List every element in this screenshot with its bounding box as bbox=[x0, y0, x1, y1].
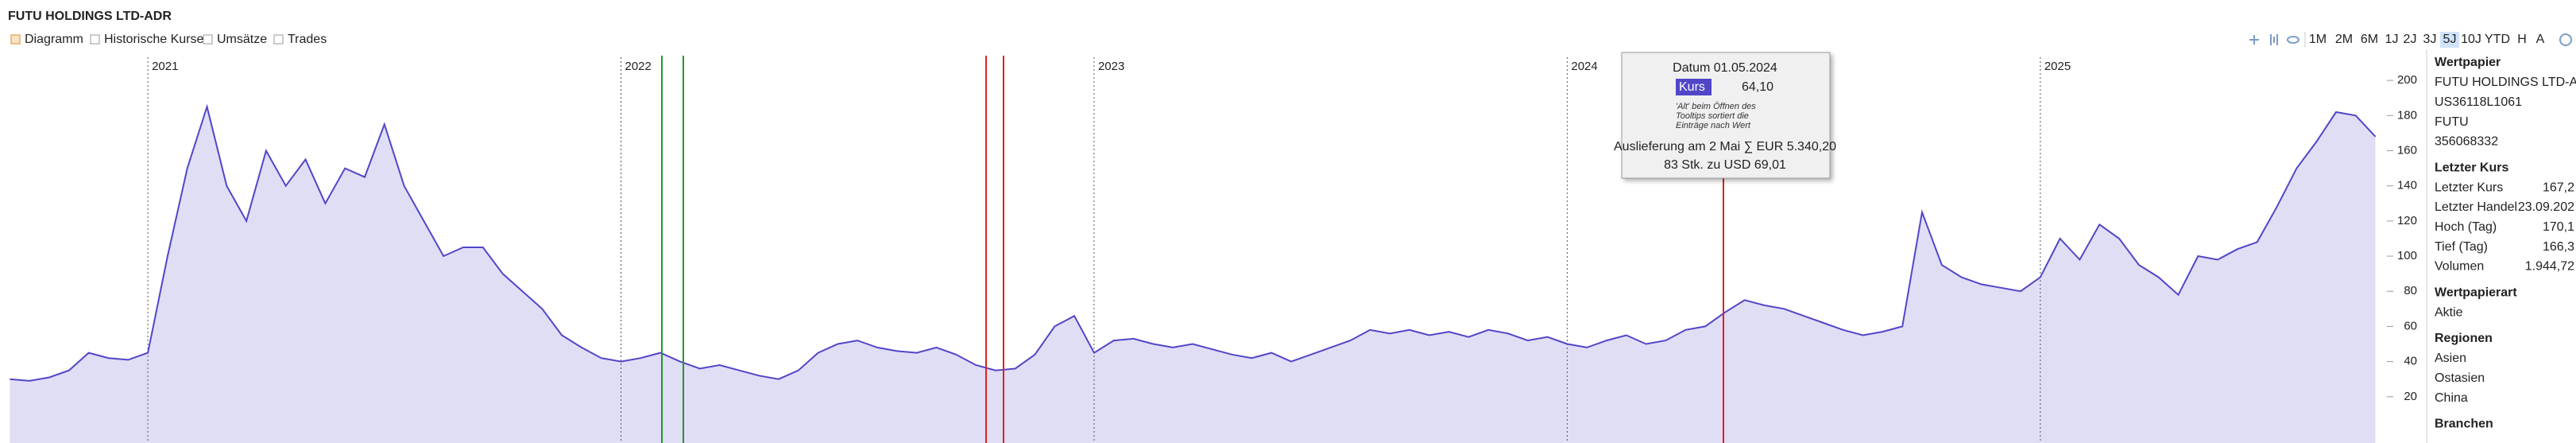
price-line bbox=[10, 103, 2377, 382]
y-tick-label: 180 bbox=[2397, 108, 2417, 122]
sidebar-heading: Wertpapierart bbox=[2435, 286, 2517, 299]
sidebar-item: Letzter Kurs bbox=[2435, 181, 2503, 194]
settings-icon[interactable] bbox=[2559, 33, 2572, 46]
sidebar-item: Tief (Tag) bbox=[2435, 240, 2488, 254]
y-tick-label: 160 bbox=[2397, 143, 2417, 157]
sidebar-value: 167,2 bbox=[2543, 181, 2574, 194]
range-button[interactable]: 6M bbox=[2361, 33, 2378, 46]
crosshair-icon[interactable] bbox=[2249, 35, 2259, 45]
sidebar-item: Letzter Handel bbox=[2435, 200, 2517, 214]
y-tick-label: 20 bbox=[2404, 390, 2417, 403]
tooltip-note: 'Alt' beim Öffnen des bbox=[1676, 102, 1756, 111]
y-tick-label: 100 bbox=[2397, 249, 2417, 262]
sidebar-value: 166,3 bbox=[2543, 240, 2574, 254]
tooltip-note: Einträge nach Wert bbox=[1676, 121, 1751, 130]
sidebar-heading: Branchen bbox=[2435, 418, 2493, 431]
tooltip-note: Tooltips sortiert die bbox=[1676, 111, 1749, 121]
range-button[interactable]: 2M bbox=[2335, 33, 2353, 46]
sidebar-item: Asien bbox=[2435, 352, 2466, 365]
sidebar-value: 170,1 bbox=[2543, 220, 2574, 234]
tooltip-series: Kurs bbox=[1679, 80, 1705, 94]
y-tick-label: 80 bbox=[2404, 284, 2417, 297]
x-tick-label: 2023 bbox=[1098, 60, 1124, 73]
tab-checkbox[interactable] bbox=[10, 34, 21, 45]
range-button[interactable]: 3J bbox=[2423, 33, 2437, 46]
tab-checkbox[interactable] bbox=[90, 34, 100, 45]
range-button[interactable]: 2J bbox=[2404, 33, 2417, 46]
tooltip-series-swatch bbox=[1676, 79, 1712, 95]
range-button[interactable]: 1J bbox=[2385, 33, 2399, 46]
sidebar-value: 1.944,72 bbox=[2525, 260, 2574, 274]
sidebar-item: FUTU HOLDINGS LTD-AD bbox=[2435, 76, 2576, 89]
x-tick-label: 2021 bbox=[152, 60, 178, 73]
eye-icon[interactable] bbox=[2287, 36, 2299, 44]
x-tick-label: 2022 bbox=[625, 60, 652, 73]
range-active bbox=[2440, 32, 2459, 48]
toolbar-icons bbox=[2249, 33, 2572, 46]
tooltip-shares: 83 Stk. zu USD 69,01 bbox=[1664, 158, 1786, 172]
y-tick-label: 200 bbox=[2397, 73, 2417, 87]
sidebar-value: 23.09.202 bbox=[2518, 200, 2574, 214]
sidebar-heading: Letzter Kurs bbox=[2435, 161, 2508, 174]
y-tick-label: 40 bbox=[2404, 355, 2417, 368]
tab-label[interactable]: Trades bbox=[288, 33, 327, 46]
range-button[interactable]: 5J bbox=[2443, 33, 2457, 46]
sidebar-item: Volumen bbox=[2435, 260, 2484, 274]
price-area bbox=[10, 107, 2376, 443]
sidebar-item: 356068332 bbox=[2435, 135, 2498, 149]
y-tick-label: 60 bbox=[2404, 319, 2417, 332]
tab-label[interactable]: Umsätze bbox=[217, 33, 267, 46]
range-button[interactable]: 1M bbox=[2309, 33, 2327, 46]
sidebar-heading: Regionen bbox=[2435, 332, 2493, 345]
tooltip-value: 64,10 bbox=[1742, 80, 1773, 94]
sidebar-item: Hoch (Tag) bbox=[2435, 220, 2497, 234]
zoom-icon[interactable] bbox=[2270, 34, 2278, 45]
range-button[interactable]: YTD bbox=[2485, 33, 2510, 46]
sidebar-item: Aktie bbox=[2435, 305, 2463, 319]
sidebar-item: Ostasien bbox=[2435, 371, 2485, 385]
y-tick-label: 120 bbox=[2397, 214, 2417, 227]
range-button[interactable]: A bbox=[2536, 33, 2545, 46]
sidebar-item: China bbox=[2435, 391, 2468, 405]
sidebar-item: FUTU bbox=[2435, 115, 2469, 129]
tab-label[interactable]: Diagramm bbox=[25, 33, 83, 46]
tab-checkbox[interactable] bbox=[273, 34, 284, 45]
tooltip-box bbox=[1621, 52, 1831, 179]
x-tick-label: 2025 bbox=[2044, 60, 2071, 73]
tooltip: Datum 01.05.2024 Kurs 64,10 Auslieferung… bbox=[1614, 52, 1836, 179]
vertical-markers bbox=[661, 56, 1724, 443]
range-button[interactable]: H bbox=[2517, 33, 2527, 46]
sidebar-heading: Wertpapier bbox=[2435, 56, 2501, 69]
y-tick-label: 140 bbox=[2397, 179, 2417, 192]
tab-checkbox[interactable] bbox=[203, 34, 213, 45]
range-button[interactable]: 10J bbox=[2461, 33, 2481, 46]
chart: 2021 2022 2023 2024 2025 20 40 60 80 100 120 140 160… bbox=[10, 57, 2417, 443]
sidebar-item: US36118L1061 bbox=[2435, 95, 2522, 109]
page-title: FUTU HOLDINGS LTD-ADR bbox=[8, 10, 172, 23]
tab-label[interactable]: Historische Kurse bbox=[104, 33, 203, 46]
tooltip-date: Datum 01.05.2024 bbox=[1673, 61, 1777, 75]
x-tick-label: 2024 bbox=[1571, 60, 1597, 73]
tooltip-delivery: Auslieferung am 2 Mai ∑ EUR 5.340,20 bbox=[1614, 140, 1836, 153]
sidebar: Wertpapier FUTU HOLDINGS LTD-AD US36118L10… bbox=[2435, 56, 2576, 430]
